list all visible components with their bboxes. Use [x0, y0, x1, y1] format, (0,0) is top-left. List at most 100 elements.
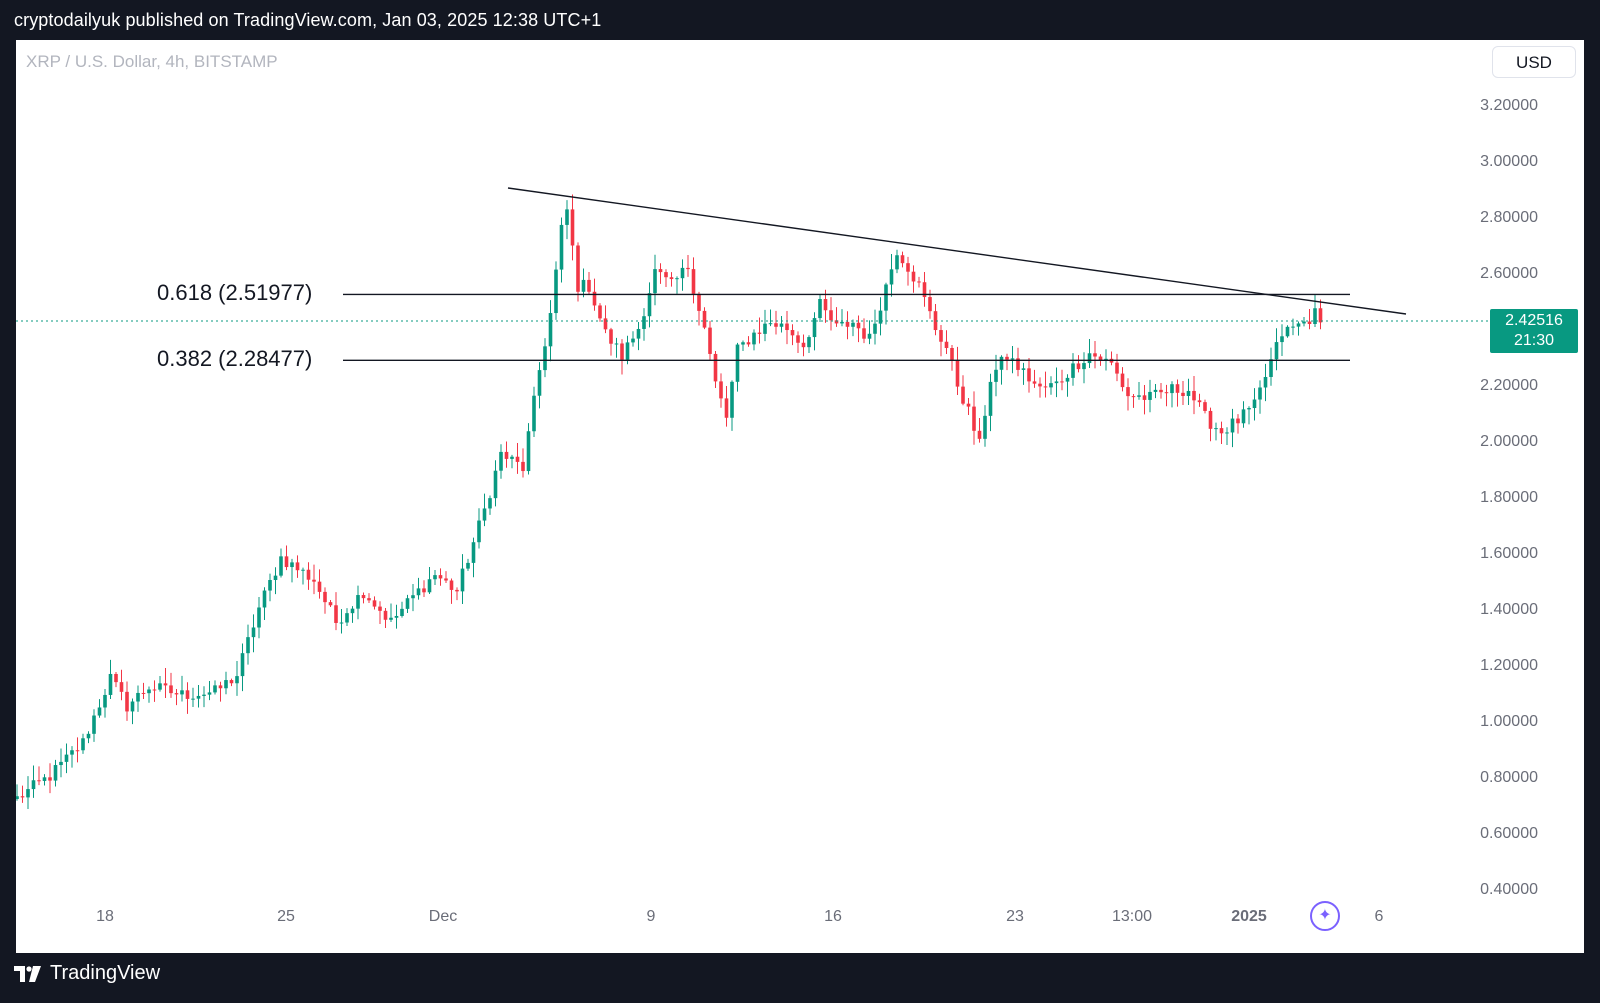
- candle-body: [422, 588, 426, 593]
- candle-body: [1318, 308, 1323, 323]
- candle-body: [741, 342, 745, 345]
- candle-body: [1175, 384, 1180, 393]
- candle-body: [438, 575, 443, 579]
- candle-body: [372, 600, 377, 607]
- candle-body: [1038, 383, 1042, 387]
- candle-body: [840, 321, 844, 324]
- candle-body: [526, 431, 531, 472]
- candle-body: [416, 588, 421, 596]
- candle-body: [917, 281, 921, 283]
- time-tick-label: 2025: [1231, 908, 1267, 925]
- candle-body: [977, 430, 982, 439]
- sparkle-icon[interactable]: ✦: [1310, 901, 1340, 931]
- candle-body: [1269, 359, 1273, 377]
- candle-body: [493, 470, 498, 499]
- time-tick-label: 16: [824, 908, 842, 925]
- candle-body: [730, 381, 734, 418]
- price-tick-label: 0.40000: [1480, 881, 1538, 898]
- candle-body: [724, 398, 729, 418]
- time-axis: 18 25 Dec 9 16 23 13:00 2025 6: [96, 908, 1383, 925]
- candle-body: [317, 581, 322, 592]
- candle-body: [1170, 384, 1174, 394]
- candle-body: [675, 278, 679, 280]
- candle-body: [295, 562, 300, 571]
- candle-body: [812, 318, 817, 338]
- candle-body: [268, 579, 272, 591]
- candle-body: [1131, 396, 1136, 398]
- candle-body: [191, 698, 195, 700]
- bar-countdown: 21:30: [1513, 332, 1555, 349]
- price-chart[interactable]: 3.20000 3.00000 2.80000 2.60000 2.20000 2.000…: [16, 40, 1584, 953]
- candle-body: [334, 605, 338, 623]
- candle-body: [16, 796, 19, 800]
- footer-brand: TradingView: [14, 962, 160, 985]
- candle-body: [1219, 428, 1224, 434]
- last-price-tag: 2.42516 21:30: [1490, 309, 1578, 353]
- candle-body: [229, 680, 234, 684]
- candle-body: [92, 715, 96, 734]
- candle-body: [994, 369, 998, 382]
- candle-body: [196, 695, 201, 699]
- candle-body: [389, 617, 393, 620]
- candle-body: [521, 461, 525, 472]
- candle-body: [207, 692, 212, 695]
- time-tick-label: Dec: [429, 908, 457, 925]
- candle-body: [1087, 353, 1092, 364]
- candle-body: [158, 683, 162, 690]
- candle-body: [603, 318, 608, 330]
- time-tick-label: 23: [1006, 908, 1024, 925]
- candle-body: [31, 780, 36, 790]
- candle-body: [1291, 326, 1295, 328]
- candle-body: [180, 690, 184, 695]
- candle-body: [719, 381, 723, 399]
- candle-body: [636, 328, 641, 339]
- candle-body: [1016, 358, 1020, 370]
- candle-body: [119, 682, 124, 692]
- candle-body: [515, 456, 520, 462]
- candle-body: [884, 284, 888, 311]
- candle-body: [339, 622, 344, 624]
- candle-body: [1247, 408, 1251, 410]
- candle-body: [895, 255, 899, 270]
- price-tick-label: 1.80000: [1480, 489, 1538, 506]
- candles-layer: [16, 194, 1323, 810]
- candle-body: [537, 370, 542, 396]
- candle-body: [752, 332, 756, 345]
- candle-body: [26, 789, 30, 798]
- candle-body: [911, 271, 916, 282]
- candle-body: [1164, 392, 1169, 394]
- candle-body: [592, 291, 597, 306]
- candle-body: [570, 209, 575, 246]
- time-tick-label: 6: [1375, 908, 1384, 925]
- chart-panel[interactable]: 3.20000 3.00000 2.80000 2.60000 2.20000 2.000…: [16, 40, 1584, 953]
- candle-body: [653, 269, 657, 294]
- currency-button[interactable]: USD: [1492, 46, 1576, 78]
- candle-body: [1197, 400, 1202, 403]
- candle-body: [598, 305, 602, 319]
- candle-body: [845, 321, 850, 327]
- price-tick-label: 1.60000: [1480, 545, 1538, 562]
- candle-body: [488, 498, 492, 509]
- candle-body: [477, 520, 481, 543]
- candle-body: [961, 386, 965, 404]
- candle-body: [1258, 387, 1262, 400]
- candle-body: [906, 263, 910, 272]
- candle-body: [658, 269, 663, 273]
- candle-body: [1302, 321, 1306, 324]
- candle-body: [394, 615, 399, 618]
- candle-body: [218, 685, 223, 689]
- candle-body: [609, 329, 613, 344]
- descending-trendline[interactable]: [507, 187, 1407, 315]
- candle-body: [471, 542, 476, 563]
- candle-body: [125, 691, 129, 712]
- candle-body: [702, 310, 707, 328]
- overlays-layer: [16, 187, 1576, 361]
- candle-body: [136, 692, 140, 702]
- candle-body: [323, 591, 327, 603]
- candle-body: [273, 575, 278, 580]
- candle-body: [169, 685, 173, 694]
- candle-body: [647, 293, 652, 317]
- candle-body: [928, 297, 932, 312]
- candle-body: [400, 608, 404, 616]
- candle-body: [1065, 377, 1070, 382]
